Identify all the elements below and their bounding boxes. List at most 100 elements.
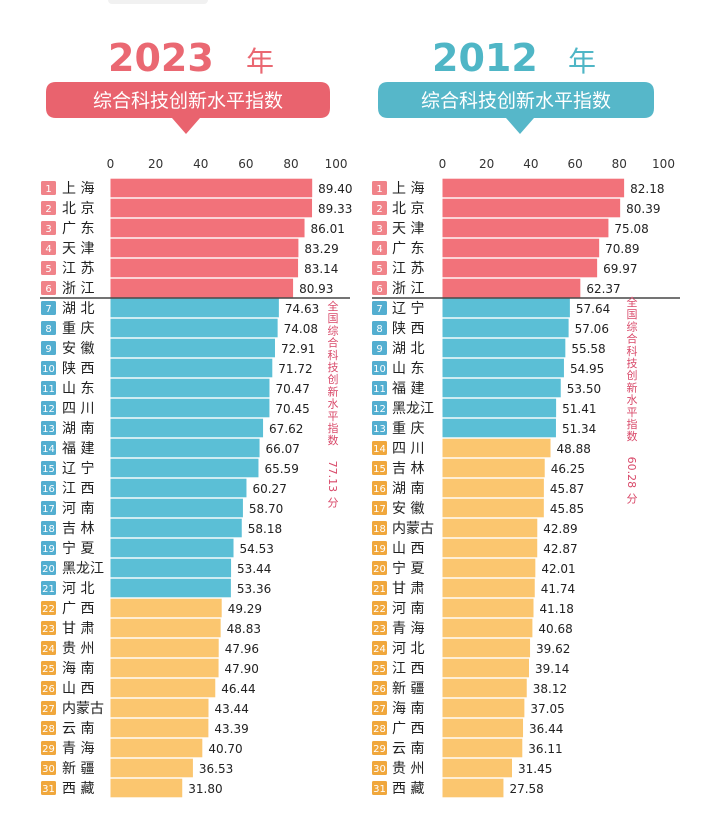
province-label: 贵 州	[62, 641, 94, 657]
rank-badge	[372, 521, 387, 535]
axis-tick-label: 80	[283, 157, 298, 171]
rank-label: 15	[42, 464, 55, 475]
bar	[442, 258, 598, 278]
national-note-char: 创	[328, 373, 339, 386]
axis-tick-label: 40	[523, 157, 538, 171]
province-label: 宁 夏	[62, 540, 94, 557]
axis-tick-label: 0	[107, 157, 115, 171]
rank-label: 21	[373, 584, 386, 595]
national-note-char: 科	[328, 348, 339, 362]
value-label: 45.85	[550, 502, 584, 516]
bar	[110, 598, 222, 618]
value-label: 74.63	[285, 302, 319, 316]
rank-badge	[372, 361, 387, 375]
value-label: 82.18	[630, 182, 664, 196]
value-label: 83.29	[304, 242, 338, 256]
bar	[110, 338, 275, 358]
national-note-char: 技	[627, 357, 638, 370]
rank-label: 14	[373, 444, 386, 455]
value-label: 36.44	[529, 722, 563, 736]
value-label: 67.62	[269, 422, 303, 436]
province-label: 甘 肃	[392, 581, 424, 597]
bar	[442, 338, 566, 358]
value-label: 42.89	[543, 522, 577, 536]
axis-tick-label: 100	[325, 157, 348, 171]
rank-badge	[41, 321, 56, 335]
national-note-char: 创	[627, 369, 638, 382]
province-label: 辽 宁	[392, 300, 424, 317]
province-label: 新 疆	[62, 761, 94, 777]
value-label: 86.01	[311, 222, 345, 236]
rank-badge	[372, 221, 387, 235]
bar	[442, 198, 621, 218]
rank-badge	[372, 781, 387, 795]
rank-badge	[41, 541, 56, 555]
value-label: 69.97	[603, 262, 637, 276]
rank-badge	[372, 341, 387, 355]
rank-label: 30	[42, 764, 55, 775]
province-label: 河 南	[392, 601, 424, 617]
province-label: 江 苏	[62, 261, 94, 277]
rank-label: 9	[376, 344, 382, 355]
rank-badge	[41, 221, 56, 235]
value-label: 89.40	[318, 182, 352, 196]
bar	[442, 758, 513, 778]
province-label: 山 东	[62, 381, 94, 397]
value-label: 46.44	[221, 682, 255, 696]
province-label: 湖 南	[62, 421, 94, 437]
panel-2023: 0 20 40 60 80 100 1 上 海 89.40 2 北 京 89.33 3 广 东 86.01 4…	[40, 157, 353, 798]
axis-tick-label: 0	[439, 157, 447, 171]
rank-badge	[372, 421, 387, 435]
rank-label: 12	[42, 404, 55, 415]
national-note-char: 全	[328, 299, 339, 313]
value-label: 62.37	[586, 282, 620, 296]
value-label: 60.27	[252, 482, 286, 496]
bar	[442, 618, 533, 638]
national-note-char: 新	[328, 384, 339, 398]
value-label: 47.96	[225, 642, 259, 656]
province-label: 黑龙江	[62, 561, 104, 577]
value-label: 54.53	[240, 542, 274, 556]
national-note-char: 水	[627, 394, 638, 407]
banner-title-2023: 综合科技创新水平指数	[93, 90, 283, 112]
rank-label: 29	[373, 744, 386, 755]
bar	[442, 358, 564, 378]
national-note-char: 科	[627, 344, 638, 358]
bar	[110, 658, 219, 678]
rank-badge	[372, 581, 387, 595]
national-note-unit: 分	[627, 492, 638, 505]
panel-header-2012: 2012 年 综合科技创新水平指数	[378, 36, 654, 134]
rank-badge	[372, 441, 387, 455]
bar	[442, 658, 529, 678]
rank-badge	[41, 701, 56, 715]
national-note-char: 数	[328, 434, 339, 447]
rank-badge	[41, 181, 56, 195]
rank-label: 11	[42, 384, 55, 395]
rank-badge	[41, 381, 56, 395]
value-label: 39.62	[536, 642, 570, 656]
rank-badge	[41, 521, 56, 535]
bar	[442, 378, 561, 398]
province-label: 安 徽	[62, 341, 94, 357]
bar	[442, 638, 531, 658]
national-note-char: 合	[328, 336, 339, 350]
panel-header-2023: 2023 年 综合科技创新水平指数	[46, 36, 330, 134]
national-note-char: 新	[627, 380, 638, 394]
rank-label: 16	[373, 484, 386, 495]
value-label: 36.53	[199, 762, 233, 776]
bar	[110, 758, 193, 778]
rank-badge	[41, 261, 56, 275]
rank-badge	[372, 681, 387, 695]
province-label: 四 川	[392, 441, 424, 457]
rank-label: 23	[42, 624, 55, 635]
province-label: 江 西	[392, 661, 424, 677]
bar	[110, 178, 313, 198]
bar	[442, 398, 557, 418]
rank-label: 4	[376, 244, 382, 255]
value-label: 46.25	[551, 462, 585, 476]
province-label: 山 西	[392, 541, 424, 557]
value-label: 51.41	[562, 402, 596, 416]
bar	[110, 358, 273, 378]
province-label: 青 海	[62, 741, 94, 757]
rank-label: 13	[42, 424, 55, 435]
